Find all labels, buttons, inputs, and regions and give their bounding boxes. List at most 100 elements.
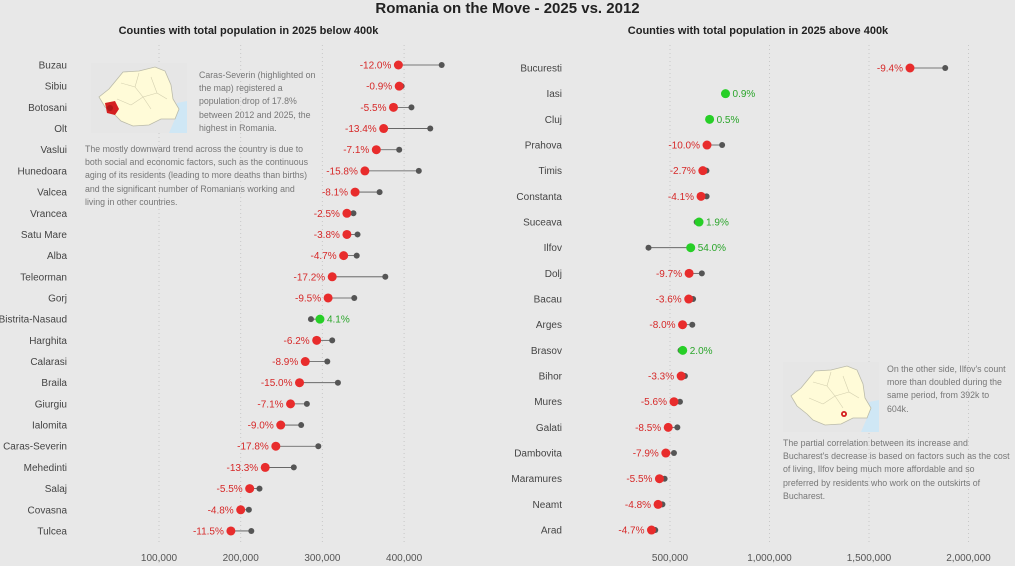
dot-2025	[694, 217, 704, 227]
county-label: Iasi	[546, 89, 562, 100]
county-label: Galati	[536, 423, 562, 434]
dot-2025	[393, 60, 403, 70]
romania-map-ilfov-icon	[783, 362, 879, 432]
change-label: -3.6%	[656, 295, 682, 306]
change-label: -15.8%	[326, 166, 358, 177]
change-label: -0.9%	[366, 82, 392, 93]
change-label: 0.5%	[717, 115, 740, 126]
dot-2025	[300, 357, 310, 367]
county-label: Mehedinti	[24, 463, 67, 474]
change-label: -7.1%	[343, 145, 369, 156]
panel1-x-tick-label: 500,000	[652, 553, 689, 564]
dot-2025	[342, 208, 352, 218]
change-label: -3.8%	[314, 230, 340, 241]
county-label: Dambovita	[514, 449, 562, 460]
dot-2025	[686, 243, 696, 253]
change-label: -10.0%	[668, 141, 700, 152]
change-label: -9.0%	[248, 421, 274, 432]
change-label: -5.5%	[626, 474, 652, 485]
panel0-x-tick-label: 200,000	[223, 553, 260, 564]
change-label: -4.7%	[618, 526, 644, 537]
county-label: Bacau	[534, 295, 562, 306]
county-label: Sibiu	[45, 82, 67, 93]
dot-2025	[271, 441, 281, 451]
dot-2012	[324, 358, 331, 365]
county-label: Bihor	[539, 372, 563, 383]
change-label: -4.8%	[208, 505, 234, 516]
dot-2012	[353, 252, 360, 259]
dot-2012	[427, 125, 434, 132]
dot-2025	[698, 166, 708, 176]
change-label: -9.5%	[295, 293, 321, 304]
dot-2025	[388, 102, 398, 112]
dot-2025	[295, 378, 305, 388]
dot-2025	[342, 229, 352, 239]
county-label: Teleorman	[20, 272, 67, 283]
change-label: 2.0%	[690, 346, 713, 357]
dot-2025	[646, 525, 656, 535]
change-label: -5.5%	[217, 484, 243, 495]
county-label: Valcea	[37, 188, 67, 199]
change-label: -17.2%	[294, 272, 326, 283]
dot-2012	[376, 189, 383, 196]
dot-2012	[290, 464, 297, 471]
dot-2025	[684, 294, 694, 304]
dot-2012	[719, 142, 726, 149]
change-label: 4.1%	[327, 315, 350, 326]
panel1-x-tick-label: 1,500,000	[847, 553, 892, 564]
change-label: -4.8%	[625, 500, 651, 511]
county-label: Calarasi	[30, 357, 67, 368]
dot-2025	[339, 251, 349, 261]
dot-2025	[260, 462, 270, 472]
county-label: Covasna	[28, 505, 68, 516]
county-label: Botosani	[28, 103, 67, 114]
dot-2025	[696, 191, 706, 201]
change-label: -15.0%	[261, 378, 293, 389]
county-label: Ialomita	[32, 421, 67, 432]
dot-2025	[653, 499, 663, 509]
county-label: Prahova	[525, 141, 563, 152]
dot-2012	[329, 337, 336, 344]
dot-2025	[661, 448, 671, 458]
dot-2012	[245, 506, 252, 513]
change-label: -5.5%	[360, 103, 386, 114]
change-label: -6.2%	[284, 336, 310, 347]
romania-map-caras-severin-icon	[91, 63, 187, 133]
dot-2025	[276, 420, 286, 430]
dot-2012	[676, 398, 683, 405]
dot-2025	[379, 124, 389, 134]
change-label: 1.9%	[706, 218, 729, 229]
dot-2025	[312, 335, 322, 345]
dot-2012	[315, 443, 322, 450]
county-label: Brasov	[531, 346, 562, 357]
county-label: Caras-Severin	[3, 442, 67, 453]
county-label: Bucuresti	[520, 64, 562, 75]
change-label: -8.9%	[272, 357, 298, 368]
county-label: Salaj	[45, 484, 67, 495]
change-label: 54.0%	[698, 243, 726, 254]
county-label: Gorj	[48, 293, 67, 304]
dot-2012	[674, 424, 681, 431]
dot-2012	[334, 379, 341, 386]
dot-2012	[438, 62, 445, 68]
page-title: Romania on the Move - 2025 vs. 2012	[375, 0, 640, 17]
dot-2012	[354, 231, 361, 238]
change-label: -3.3%	[648, 372, 674, 383]
dot-2012	[351, 294, 358, 301]
county-label: Harghita	[29, 336, 67, 347]
dot-2025	[323, 293, 333, 303]
dot-2012	[248, 527, 255, 534]
county-label: Alba	[47, 251, 67, 262]
dot-2025	[394, 81, 404, 91]
county-label: Vaslui	[41, 145, 68, 156]
dot-2025	[702, 140, 712, 150]
county-label: Neamt	[533, 500, 563, 511]
dot-2025	[669, 397, 679, 407]
county-label: Braila	[41, 378, 67, 389]
change-label: -8.5%	[635, 423, 661, 434]
change-label: -7.9%	[633, 449, 659, 460]
change-label: 0.9%	[733, 89, 756, 100]
dot-2012	[256, 485, 263, 492]
dot-2025	[286, 399, 296, 409]
